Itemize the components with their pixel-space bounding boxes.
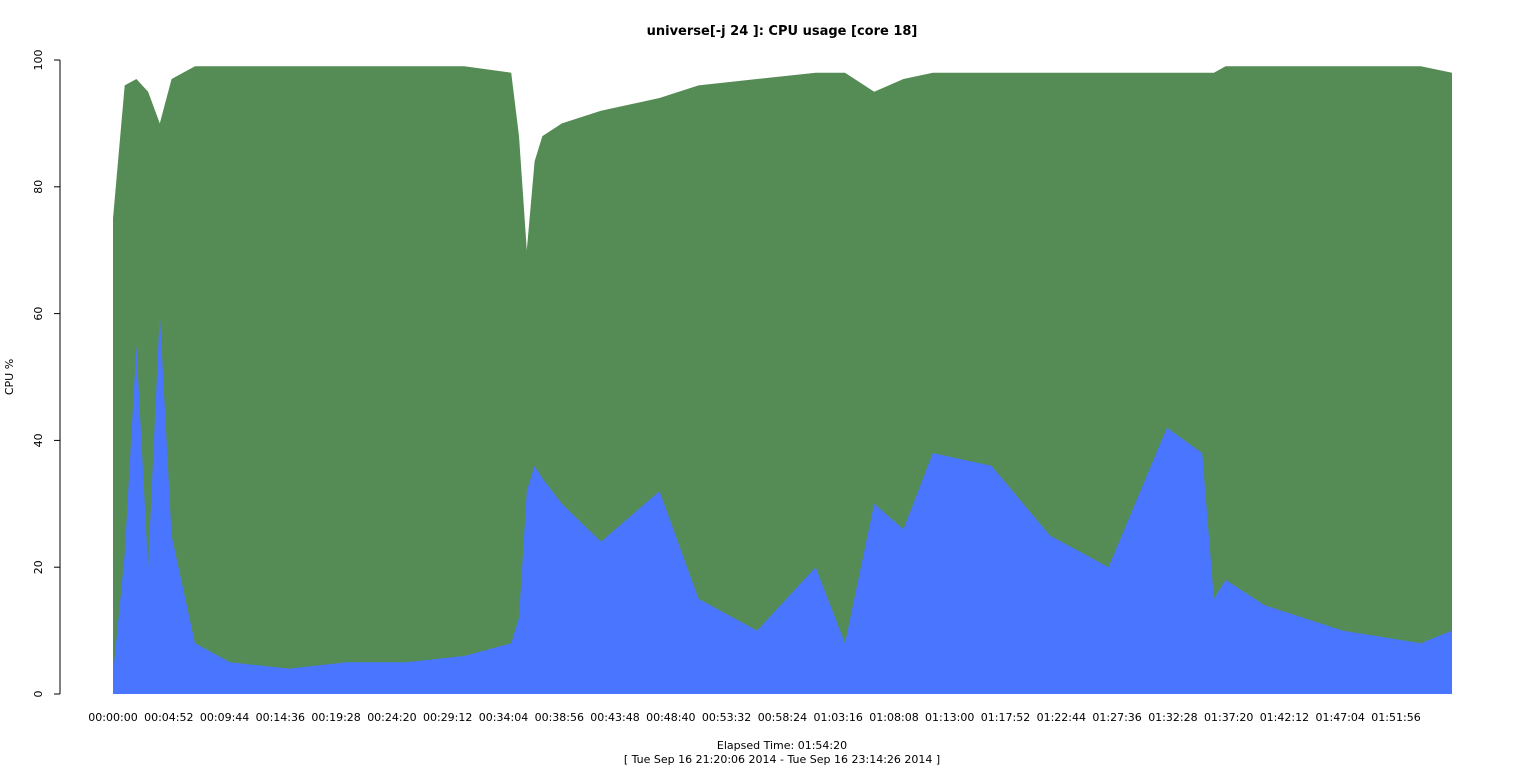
x-tick-label: 00:43:48 <box>590 711 639 724</box>
x-tick-label: 00:29:12 <box>423 711 472 724</box>
x-tick-label: 00:09:44 <box>200 711 249 724</box>
y-tick-label: 60 <box>32 307 45 321</box>
time-range-subtitle: [ Tue Sep 16 21:20:06 2014 - Tue Sep 16 … <box>624 753 940 766</box>
y-tick-label: 40 <box>32 433 45 447</box>
x-tick-label: 01:47:04 <box>1315 711 1364 724</box>
x-tick-label: 00:38:56 <box>535 711 584 724</box>
y-tick-label: 80 <box>32 180 45 194</box>
x-tick-label: 00:04:52 <box>144 711 193 724</box>
x-tick-label: 01:51:56 <box>1371 711 1420 724</box>
y-tick-label: 20 <box>32 560 45 574</box>
chart-title: universe[-j 24 ]: CPU usage [core 18] <box>647 24 918 39</box>
x-tick-label: 00:24:20 <box>367 711 416 724</box>
plot-area <box>113 66 1452 695</box>
x-tick-label: 00:48:40 <box>646 711 695 724</box>
x-tick-label: 00:58:24 <box>758 711 807 724</box>
x-tick-label: 01:03:16 <box>813 711 862 724</box>
x-tick-label: 00:34:04 <box>479 711 528 724</box>
x-tick-label: 01:32:28 <box>1148 711 1197 724</box>
x-tick-label: 00:53:32 <box>702 711 751 724</box>
x-tick-label: 01:42:12 <box>1260 711 1309 724</box>
x-axis-label: Elapsed Time: 01:54:20 <box>717 739 847 752</box>
x-tick-label: 01:22:44 <box>1037 711 1086 724</box>
y-axis-label: CPU % <box>3 359 16 395</box>
x-tick-label: 01:17:52 <box>981 711 1030 724</box>
x-tick-label: 01:13:00 <box>925 711 974 724</box>
area-series-2 <box>113 66 1452 695</box>
y-axis: 0 20 40 60 80 100 <box>32 50 61 698</box>
x-tick-label: 01:37:20 <box>1204 711 1253 724</box>
x-tick-label: 00:19:28 <box>311 711 360 724</box>
x-tick-label: 01:08:08 <box>869 711 918 724</box>
y-tick-label: 100 <box>32 50 45 71</box>
x-tick-label: 00:00:00 <box>88 711 137 724</box>
area-series-1 <box>113 313 1452 694</box>
y-tick-label: 0 <box>32 691 45 698</box>
x-tick-label: 01:27:36 <box>1092 711 1141 724</box>
x-tick-label: 00:14:36 <box>256 711 305 724</box>
x-axis: 00:00:00 00:04:52 00:09:44 00:14:36 00:19:28… <box>88 711 1420 724</box>
